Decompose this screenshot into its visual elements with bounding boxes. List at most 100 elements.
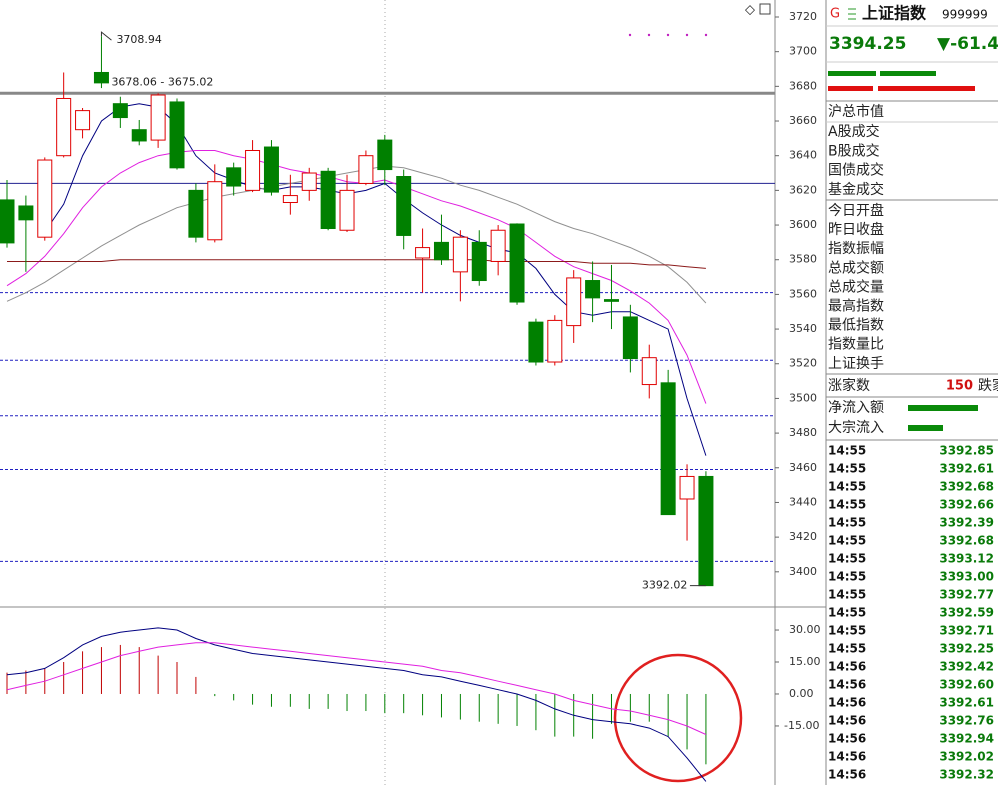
tick-time: 14:56 — [828, 678, 866, 692]
y-tick-label: 30.00 — [789, 623, 821, 636]
candle-body — [207, 181, 223, 241]
ratio-bar — [880, 71, 936, 76]
y-tick-label: 3440 — [789, 495, 817, 508]
candle-body — [566, 277, 582, 327]
tick-time: 14:55 — [828, 642, 866, 656]
candle-body — [93, 71, 109, 84]
y-tick-label: 3500 — [789, 391, 817, 404]
ratio-bar — [828, 71, 876, 76]
tick-price: 3392.66 — [939, 498, 994, 512]
tick-time: 14:55 — [828, 462, 866, 476]
candle-body — [660, 382, 676, 516]
up-count: 150 — [946, 379, 973, 394]
tick-price: 3393.12 — [939, 552, 994, 566]
annotation: 3678.06 - 3675.02 — [111, 75, 213, 88]
y-tick-label: 3540 — [789, 322, 817, 335]
field-label: 沪总市值 — [828, 103, 884, 120]
field-label: 今日开盘 — [828, 202, 884, 219]
field-label: 最高指数 — [828, 298, 884, 315]
candle-body — [150, 94, 166, 141]
field-label: 跌家数 — [978, 377, 998, 394]
tick-time: 14:56 — [828, 750, 866, 764]
candle-body — [679, 475, 695, 500]
tick-time: 14:55 — [828, 624, 866, 638]
candle-body — [396, 175, 412, 236]
menu-icon[interactable] — [848, 8, 856, 20]
icon-diamond[interactable]: ◇ — [745, 3, 755, 18]
candle-body — [169, 101, 185, 169]
tick-price: 3392.85 — [939, 444, 994, 458]
y-tick-label: 3700 — [789, 45, 817, 58]
field-label: 大宗流入 — [828, 420, 884, 436]
y-tick-label: 3400 — [789, 565, 817, 578]
candle-body — [37, 159, 53, 238]
tick-time: 14:56 — [828, 696, 866, 710]
candle-body — [547, 319, 563, 363]
candle-body — [226, 167, 242, 187]
tick-time: 14:55 — [828, 444, 866, 458]
icon-window[interactable] — [759, 3, 771, 15]
candle-body — [452, 236, 468, 273]
candle-body — [490, 229, 506, 262]
annotation: 3392.02 — [642, 579, 688, 592]
index-name: 上证指数 — [862, 4, 927, 23]
candle-body — [320, 170, 336, 230]
indicator-line — [6, 165, 707, 304]
candle-body — [509, 223, 525, 303]
candle-body — [245, 149, 261, 191]
y-tick-label: -15.00 — [784, 719, 819, 732]
indicator-line — [6, 642, 707, 735]
candle-body — [622, 316, 638, 360]
candle-body — [415, 247, 431, 259]
candle-body — [528, 321, 544, 363]
y-tick-label: 3560 — [789, 287, 817, 300]
flow-bar — [908, 405, 978, 411]
field-label: 上证换手 — [828, 355, 884, 372]
candle-body — [339, 189, 355, 231]
field-label: 总成交额 — [828, 259, 884, 276]
candle-body — [641, 357, 657, 386]
candle-body — [585, 280, 601, 299]
y-tick-label: 3720 — [789, 10, 817, 23]
tick-time: 14:56 — [828, 660, 866, 674]
tick-price: 3392.68 — [939, 534, 994, 548]
y-tick-label: 3460 — [789, 461, 817, 474]
tick-price: 3392.32 — [939, 768, 994, 782]
tick-price: 3392.59 — [939, 606, 994, 620]
field-label: B股成交 — [828, 142, 880, 159]
tick-time: 14:56 — [828, 714, 866, 728]
field-label: 指数量比 — [828, 337, 884, 353]
y-tick-label: 3640 — [789, 149, 817, 162]
tick-price: 3392.39 — [939, 516, 994, 530]
y-tick-label: 3520 — [789, 357, 817, 370]
dots — [628, 33, 708, 37]
y-tick-label: 15.00 — [789, 655, 821, 668]
tick-price: 3392.77 — [939, 588, 994, 602]
tick-price: 3392.02 — [939, 750, 994, 764]
tick-time: 14:55 — [828, 552, 866, 566]
tick-price: 3392.42 — [939, 660, 994, 674]
y-tick-label: 3600 — [789, 218, 817, 231]
candle-body — [0, 199, 15, 244]
candle-body — [358, 155, 374, 184]
annotation: 3708.94 — [116, 33, 162, 46]
index-code: 999999 — [942, 8, 988, 22]
tick-time: 14:55 — [828, 516, 866, 530]
tick-price: 3393.00 — [939, 570, 994, 584]
candle-body — [433, 241, 449, 261]
tick-time: 14:55 — [828, 498, 866, 512]
tick-time: 14:55 — [828, 480, 866, 494]
y-tick-label: 3680 — [789, 79, 817, 92]
y-tick-label: 3420 — [789, 530, 817, 543]
field-label: 总成交量 — [828, 278, 884, 295]
field-label: 基金成交 — [828, 181, 884, 198]
annotation-arrow — [100, 31, 112, 41]
candle-body — [471, 241, 487, 282]
tick-time: 14:56 — [828, 768, 866, 782]
tick-price: 3392.61 — [939, 462, 994, 476]
y-tick-label: 3480 — [789, 426, 817, 439]
badge: G — [830, 7, 840, 22]
change: ▼-61.4 — [937, 34, 998, 54]
tick-price: 3392.68 — [939, 480, 994, 494]
